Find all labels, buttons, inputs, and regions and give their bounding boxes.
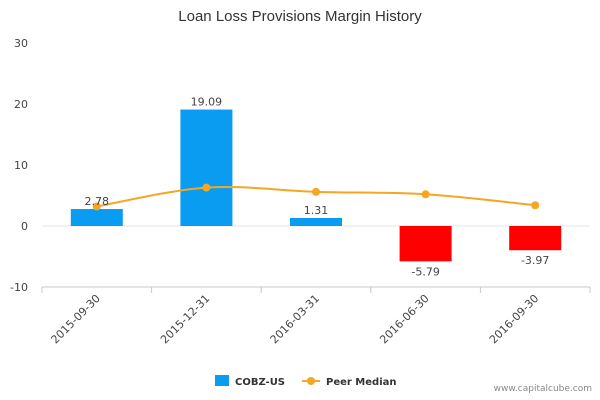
line-series	[92, 183, 540, 211]
bar	[70, 209, 123, 226]
y-tick-label: -10	[10, 281, 28, 294]
peer-median-point	[421, 190, 430, 199]
bar-data-label: 1.31	[304, 204, 329, 217]
bar-data-label: -5.79	[411, 265, 439, 278]
bar	[509, 226, 562, 251]
y-tick-label: 20	[14, 98, 28, 111]
y-tick-label: 0	[21, 220, 28, 233]
x-tick-label: 2016-09-30	[487, 292, 541, 346]
x-tick-label: 2015-12-31	[158, 292, 212, 346]
legend-marker-peer	[307, 377, 315, 385]
chart-title: Loan Loss Provisions Margin History	[178, 8, 422, 25]
y-tick-label: 30	[14, 37, 28, 50]
peer-median-point	[531, 201, 540, 210]
legend: COBZ-US Peer Median	[215, 375, 397, 388]
watermark: www.capitalcube.com	[493, 384, 592, 394]
peer-median-point	[202, 183, 211, 192]
bar	[399, 226, 452, 262]
bar-data-label: 19.09	[191, 96, 223, 109]
data-labels: 2.78 19.09 1.31 -5.79 -3.97	[85, 96, 550, 279]
x-tick-label: 2015-09-30	[49, 292, 103, 346]
peer-median-point	[92, 202, 101, 211]
legend-label-cobz: COBZ-US	[235, 377, 285, 388]
x-tick-label: 2016-06-30	[377, 292, 431, 346]
x-tick-label: 2016-03-31	[268, 292, 322, 346]
bar-data-label: 2.78	[85, 195, 110, 208]
peer-median-point	[312, 187, 320, 196]
legend-swatch-cobz	[215, 375, 229, 386]
bar	[290, 218, 342, 226]
legend-label-peer: Peer Median	[326, 377, 397, 388]
y-tick-label: 10	[14, 159, 28, 172]
bar	[180, 109, 233, 226]
bar-data-label: -3.97	[521, 254, 549, 267]
bar-series	[70, 109, 562, 262]
